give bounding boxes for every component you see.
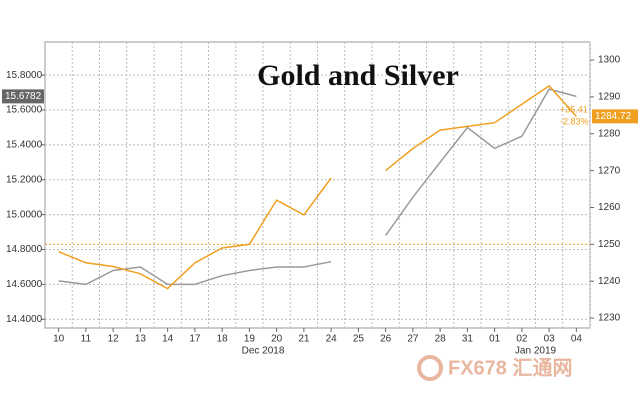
- x-tick-label: 10: [53, 334, 65, 345]
- x-tick-label: 14: [162, 334, 174, 345]
- y2-tick-label: 1270: [598, 165, 621, 176]
- y-tick-label: 14.4000: [6, 314, 43, 325]
- last-value-box: [2, 89, 44, 104]
- y2-tick-label: 1240: [598, 276, 621, 287]
- y-tick-label: 15.6000: [6, 105, 43, 116]
- x-tick-label: 17: [189, 334, 201, 345]
- last-value-label: 15.6782: [5, 91, 42, 102]
- y2-tick-label: 1250: [598, 239, 621, 250]
- x-group-label: Jan 2019: [515, 346, 557, 357]
- x-tick-label: 19: [244, 334, 256, 345]
- x-tick-label: 04: [571, 334, 583, 345]
- y2-tick-label: 1280: [598, 128, 621, 139]
- watermark: FX678 汇通网: [448, 356, 572, 379]
- x-tick-label: 25: [353, 334, 365, 345]
- y-tick-label: 14.8000: [6, 244, 43, 255]
- x-tick-label: 02: [516, 334, 528, 345]
- x-tick-label: 31: [462, 334, 474, 345]
- x-tick-label: 11: [81, 334, 92, 345]
- x-tick-label: 13: [135, 334, 147, 345]
- last-value-label: 1284.72: [595, 111, 632, 122]
- x-tick-label: 26: [380, 334, 392, 345]
- x-tick-label: 01: [489, 334, 501, 345]
- watermark-icon: [417, 355, 443, 381]
- x-tick-label: 12: [108, 334, 120, 345]
- y-tick-label: 15.4000: [6, 140, 43, 151]
- y-tick-label: 15.0000: [6, 209, 43, 220]
- chart-title: Gold and Silver: [257, 59, 459, 92]
- annotation: -2.83%: [560, 117, 589, 127]
- x-tick-label: 24: [326, 334, 338, 345]
- y-tick-label: 14.6000: [6, 279, 43, 290]
- y2-tick-label: 1300: [598, 55, 621, 66]
- x-tick-label: 18: [217, 334, 229, 345]
- x-group-label: Dec 2018: [242, 346, 285, 357]
- series-line: [58, 88, 577, 286]
- x-tick-label: 28: [435, 334, 447, 345]
- x-tick-label: 20: [271, 334, 283, 345]
- y-tick-label: 15.2000: [6, 174, 43, 185]
- y2-tick-label: 1260: [598, 202, 621, 213]
- series-line: [58, 84, 577, 290]
- last-value-box: [592, 109, 638, 124]
- y-tick-label: 15.8000: [6, 70, 43, 81]
- y2-tick-label: 1290: [598, 92, 621, 103]
- x-tick-label: 21: [298, 334, 310, 345]
- annotation: +35.41: [560, 105, 588, 115]
- y2-tick-label: 1230: [598, 313, 621, 324]
- x-tick-label: 27: [407, 334, 419, 345]
- x-tick-label: 03: [544, 334, 556, 345]
